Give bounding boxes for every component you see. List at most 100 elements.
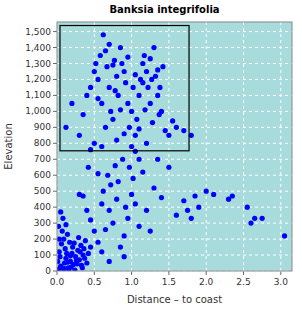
point [204, 189, 209, 194]
point [151, 185, 156, 190]
point [99, 249, 104, 254]
point [148, 56, 153, 61]
point [144, 69, 149, 74]
grid-line [57, 239, 292, 240]
point [84, 208, 89, 213]
point [108, 182, 113, 187]
grid-line [57, 111, 292, 112]
point [92, 141, 97, 146]
y-tick-label: 1,000 [25, 106, 51, 116]
x-tick-label: 2.0 [199, 277, 214, 287]
point [155, 67, 160, 72]
grid-line [168, 22, 169, 271]
x-tick-label: 2.5 [236, 277, 250, 287]
point [104, 64, 109, 69]
point [157, 85, 162, 90]
point [65, 260, 70, 265]
point [148, 101, 153, 106]
point [88, 217, 93, 222]
point [155, 93, 160, 98]
point [133, 201, 138, 206]
point [81, 112, 86, 117]
point [166, 165, 171, 170]
tick [53, 127, 57, 128]
point [77, 133, 82, 138]
point [127, 165, 132, 170]
tick [53, 63, 57, 64]
point [136, 157, 141, 162]
point [74, 258, 79, 263]
y-tick-label: 500 [34, 186, 51, 196]
point [95, 171, 100, 176]
title: Banksia integrifolia [109, 4, 219, 15]
point [127, 125, 132, 130]
point [122, 131, 127, 136]
point [88, 147, 93, 152]
points [57, 26, 287, 271]
point [142, 53, 147, 58]
point [92, 69, 97, 74]
point [129, 144, 134, 149]
point [144, 208, 149, 213]
point [108, 109, 113, 114]
point [99, 101, 104, 106]
grid-line [57, 95, 292, 96]
point [248, 221, 253, 226]
point [61, 236, 66, 241]
y-tick-label: 1,400 [25, 43, 51, 53]
tick [53, 159, 57, 160]
point [148, 228, 153, 233]
point [130, 176, 135, 181]
point [136, 126, 141, 131]
point [60, 216, 65, 221]
x-axis-label: Distance – to coast [127, 294, 222, 305]
point [129, 109, 134, 114]
point [166, 133, 171, 138]
point [159, 195, 164, 200]
point [110, 221, 115, 226]
tick [131, 271, 132, 275]
point [133, 133, 138, 138]
point [120, 157, 125, 162]
point [155, 157, 160, 162]
point [245, 205, 250, 210]
tick [53, 271, 57, 272]
point [101, 32, 106, 37]
point [110, 117, 115, 122]
y-tick-label: 1,500 [25, 27, 51, 37]
point [118, 107, 123, 112]
point [125, 101, 130, 106]
point [65, 232, 70, 237]
point [68, 253, 73, 258]
point [116, 179, 121, 184]
point [159, 109, 164, 114]
point [134, 117, 139, 122]
point [116, 93, 121, 98]
point [107, 259, 112, 264]
point [123, 80, 128, 85]
tick [53, 207, 57, 208]
tick [280, 271, 281, 275]
tick [53, 95, 57, 96]
y-tick-label: 1,300 [25, 59, 51, 69]
point [99, 144, 104, 149]
point [60, 228, 65, 233]
point [110, 62, 115, 67]
point [136, 224, 141, 229]
tick [53, 175, 57, 176]
grid-line [57, 175, 292, 176]
y-tick-label: 100 [34, 250, 51, 260]
y-tick-label: 400 [34, 202, 51, 212]
point [170, 118, 175, 123]
tick [53, 239, 57, 240]
point [63, 246, 68, 251]
point [119, 61, 124, 66]
point [114, 197, 119, 202]
point [118, 45, 123, 50]
grid-line [57, 255, 292, 256]
grid-line [57, 159, 292, 160]
point [93, 61, 98, 66]
grid-line [57, 63, 292, 64]
x-tick-label: 1.0 [124, 277, 139, 287]
point [130, 85, 135, 90]
